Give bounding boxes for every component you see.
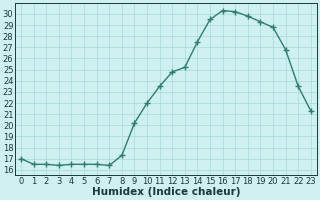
X-axis label: Humidex (Indice chaleur): Humidex (Indice chaleur) <box>92 187 240 197</box>
